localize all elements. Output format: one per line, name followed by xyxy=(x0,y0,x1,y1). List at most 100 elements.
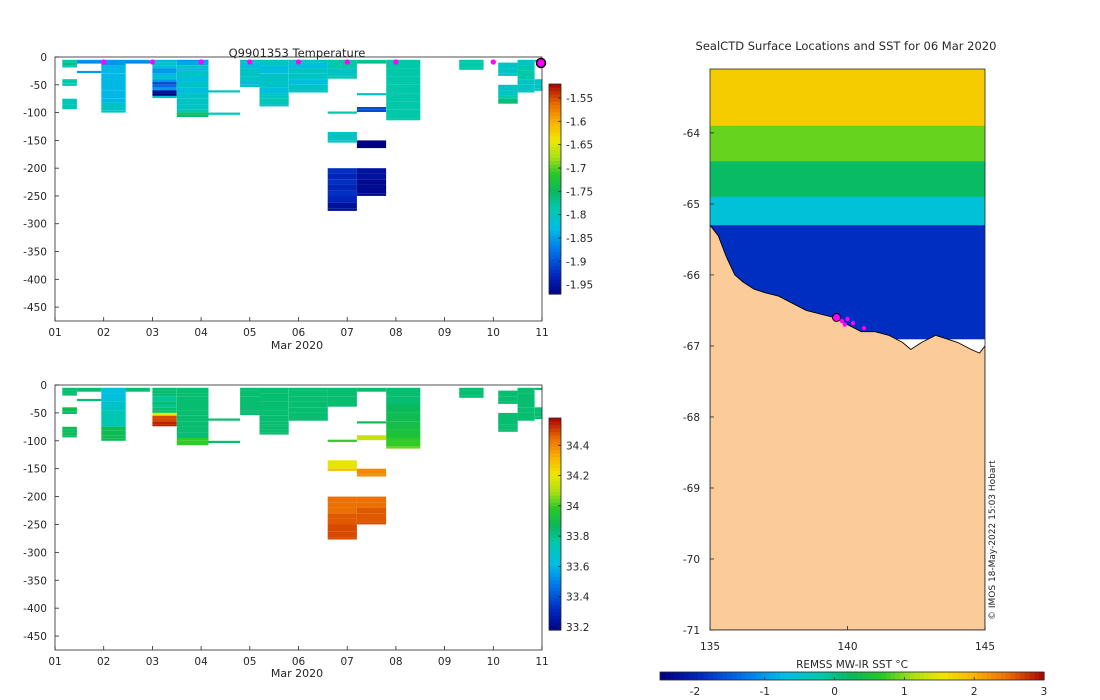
profile-cell xyxy=(152,418,177,422)
colorbar-segment xyxy=(549,143,561,148)
profile-cell xyxy=(356,507,387,514)
colorbar-segment xyxy=(549,182,561,187)
x-tick-label: 06 xyxy=(292,656,306,668)
profile-cell xyxy=(62,104,77,107)
profile-cell xyxy=(176,415,209,422)
colorbar-segment xyxy=(549,418,561,423)
sst-colorbar-segment xyxy=(1015,672,1021,680)
profile-cell xyxy=(498,101,518,104)
colorbar-segment xyxy=(549,129,561,134)
profile-cell xyxy=(356,522,387,525)
profile-cell xyxy=(386,68,421,77)
colorbar-segment xyxy=(549,84,561,89)
profile-cell xyxy=(356,93,387,96)
profile-cell xyxy=(386,59,421,69)
profile-cell xyxy=(62,101,77,105)
profile-cell xyxy=(498,424,518,427)
map-y-tick-label: -68 xyxy=(683,412,700,424)
sst-colorbar-segment xyxy=(756,672,762,680)
colorbar-segment xyxy=(549,531,561,536)
sst-colorbar-segment xyxy=(1029,672,1035,680)
profile-cell xyxy=(327,404,357,407)
colorbar-segment xyxy=(549,189,561,194)
profile-cell xyxy=(62,393,77,396)
profile-cell xyxy=(356,109,387,112)
colorbar-segment xyxy=(549,555,561,560)
profile-cell xyxy=(327,179,357,185)
sst-colorbar-segment xyxy=(727,672,733,680)
x-tick-label: 08 xyxy=(389,656,402,668)
y-tick-label: -150 xyxy=(23,135,47,147)
colorbar-segment xyxy=(549,273,561,278)
colorbar-segment xyxy=(549,206,561,211)
x-tick-label: 09 xyxy=(438,327,451,339)
colorbar-segment xyxy=(549,224,561,229)
colorbar-segment xyxy=(549,492,561,497)
sst-colorbar-segment xyxy=(813,672,819,680)
profile-cell xyxy=(327,140,357,143)
profile-cell xyxy=(356,496,387,503)
profile-cell xyxy=(101,73,126,82)
profile-cell xyxy=(459,62,484,68)
profile-cell xyxy=(259,421,289,425)
sst-colorbar-tick-label: 3 xyxy=(1041,686,1048,698)
colorbar-segment xyxy=(549,171,561,176)
profile-cell xyxy=(356,193,387,196)
colorbar-segment xyxy=(549,227,561,232)
profile-cell xyxy=(356,474,387,477)
profile-cell xyxy=(534,387,542,390)
sst-colorbar-frame xyxy=(659,671,1045,681)
sst-colorbar-segment xyxy=(832,672,839,680)
profile-cell xyxy=(152,412,177,416)
profile-cell xyxy=(288,401,328,408)
sst-colorbar-segment xyxy=(856,672,863,680)
profile-cell xyxy=(534,79,542,85)
sst-colorbar-segment xyxy=(679,672,685,680)
sst-colorbar-segment xyxy=(828,672,834,680)
sst-colorbar-segment xyxy=(861,672,867,680)
y-tick-label: -250 xyxy=(23,519,47,531)
sst-colorbar-segment xyxy=(712,672,719,680)
colorbar-tick-label: 33.2 xyxy=(566,622,589,634)
profile-cell xyxy=(152,68,177,74)
seal-location xyxy=(861,326,867,331)
profile-cell xyxy=(101,107,126,111)
colorbar-segment xyxy=(549,467,561,472)
profile-cell xyxy=(152,390,177,394)
profile-cell xyxy=(62,65,77,68)
y-tick-label: -150 xyxy=(23,464,47,476)
profile-cell xyxy=(259,429,289,433)
profile-cell xyxy=(356,438,387,441)
profile-cell xyxy=(101,98,126,103)
surface-marker xyxy=(490,59,496,65)
y-tick-label: -350 xyxy=(23,247,47,259)
profile-cell xyxy=(517,407,535,413)
temperature-x-ticks: 01 02 03 04 05 06 07 08 09 10 11 xyxy=(48,317,549,339)
surface-marker xyxy=(101,59,107,65)
map-y-ticks: -64 -65 -66 -67 -68 -69 -70 -71 xyxy=(683,128,714,637)
colorbar-segment xyxy=(549,245,561,250)
colorbar-segment xyxy=(549,463,561,469)
profile-cell xyxy=(101,438,126,441)
profile-cell xyxy=(259,401,289,411)
sst-colorbar-segment xyxy=(904,672,911,680)
colorbar-tick-label: -1.7 xyxy=(566,163,587,175)
colorbar-segment xyxy=(549,115,561,120)
profile-cell xyxy=(176,59,209,62)
colorbar-tick-label: 33.6 xyxy=(566,561,590,573)
profile-cell xyxy=(517,70,535,80)
profile-cell xyxy=(176,70,209,77)
profile-cell xyxy=(152,82,177,85)
profile-cell xyxy=(386,93,421,102)
colorbar-segment xyxy=(549,126,561,131)
profile-cell xyxy=(62,407,77,412)
profile-cell xyxy=(327,173,357,180)
sst-colorbar-segment xyxy=(693,672,699,680)
temperature-colorbar: -1.55 -1.6 -1.65 -1.7 -1.75 -1.8 -1.85 -1.9 -1.9… xyxy=(548,83,593,295)
profile-cell xyxy=(327,59,357,69)
seal-location xyxy=(845,316,850,322)
seal-location xyxy=(850,321,856,326)
sst-colorbar-segment xyxy=(880,672,887,680)
sst-colorbar-segment xyxy=(948,672,954,680)
surface-marker xyxy=(535,57,547,69)
